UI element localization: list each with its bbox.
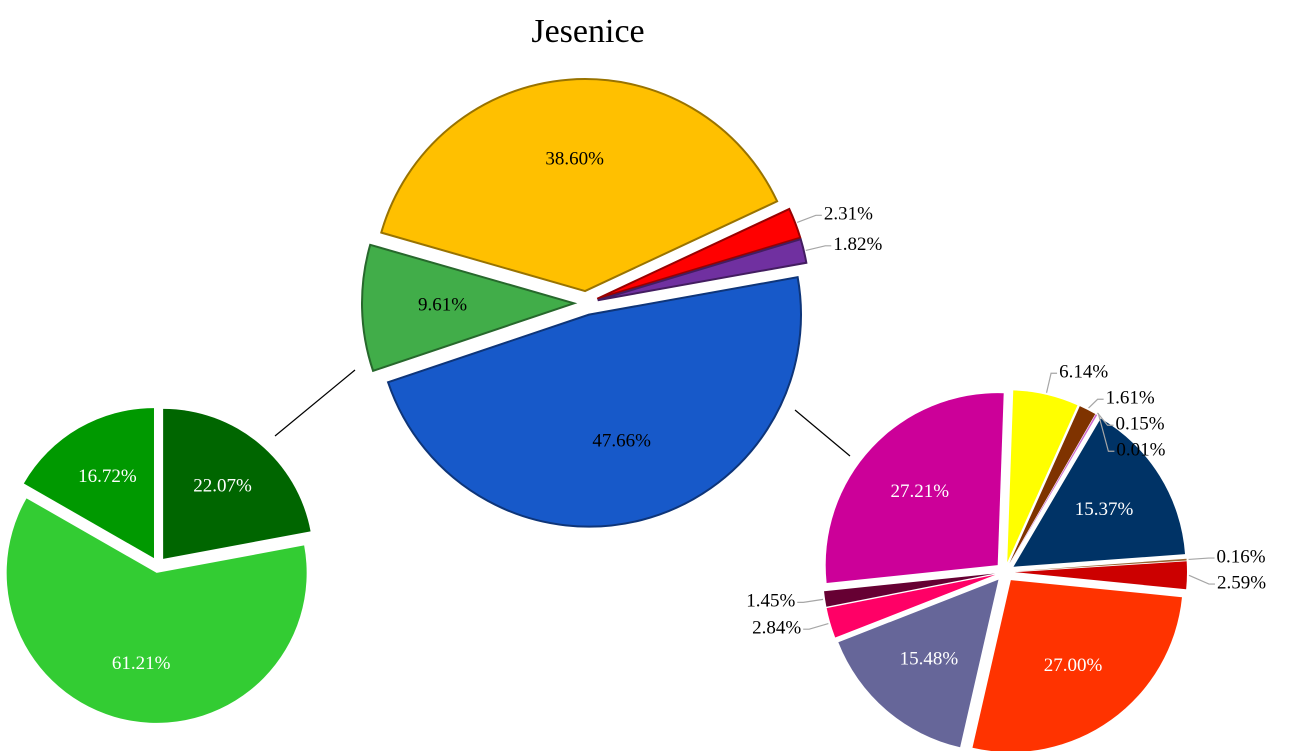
leader-line — [1097, 413, 1115, 452]
leader-line — [797, 598, 824, 603]
leader-line — [796, 214, 822, 224]
pie-slice — [826, 574, 996, 638]
pie-slice — [825, 393, 1004, 583]
leader-line — [1188, 574, 1215, 585]
pie-slice — [1014, 558, 1187, 572]
data-label: 6.14% — [1059, 362, 1108, 383]
pie-slice — [380, 78, 779, 293]
leader-line — [1045, 372, 1058, 393]
data-label: 27.00% — [1044, 655, 1103, 676]
pie-slice — [972, 580, 1182, 751]
pie-slice — [1010, 415, 1098, 564]
connector-line — [794, 409, 851, 457]
connector-line — [274, 369, 356, 437]
leader-line — [803, 622, 829, 630]
data-label: 61.21% — [112, 653, 171, 674]
data-label: 16.72% — [78, 466, 137, 487]
pie-slice — [1009, 406, 1096, 564]
pie-slice — [1014, 561, 1187, 590]
pie-slice — [596, 207, 802, 300]
pie-slice — [1010, 414, 1098, 564]
data-label: 0.16% — [1217, 546, 1266, 567]
data-label: 15.37% — [1075, 499, 1134, 520]
data-label: 2.84% — [752, 618, 801, 639]
pie-slice — [163, 408, 311, 559]
pie-slice — [6, 498, 307, 723]
data-label: 1.45% — [746, 591, 795, 612]
pie-slice — [386, 276, 802, 528]
data-label: 38.60% — [545, 148, 604, 169]
pie-slice — [1013, 418, 1186, 567]
data-label: 1.82% — [833, 234, 882, 255]
data-label: 15.48% — [900, 649, 959, 670]
leader-line — [1088, 398, 1104, 409]
leader-line — [1096, 412, 1114, 426]
pie-slice — [1007, 390, 1078, 563]
pie-slice — [824, 573, 996, 607]
data-label: 2.59% — [1217, 572, 1266, 593]
data-label: 22.07% — [193, 476, 252, 497]
data-label: 0.01% — [1116, 440, 1165, 461]
data-label: 9.61% — [418, 295, 467, 316]
pie-slice — [838, 579, 999, 748]
data-label: 27.21% — [890, 481, 949, 502]
pie-slice — [597, 237, 808, 302]
data-label: 47.66% — [592, 430, 651, 451]
data-label: 2.31% — [824, 204, 873, 225]
chart-title: Jesenice — [531, 13, 644, 50]
pie-slice — [361, 243, 578, 373]
data-label: 1.61% — [1106, 388, 1155, 409]
leader-line — [805, 245, 832, 252]
leader-line — [1188, 557, 1215, 561]
data-label: 0.15% — [1116, 414, 1165, 435]
pie-slice — [23, 408, 154, 559]
